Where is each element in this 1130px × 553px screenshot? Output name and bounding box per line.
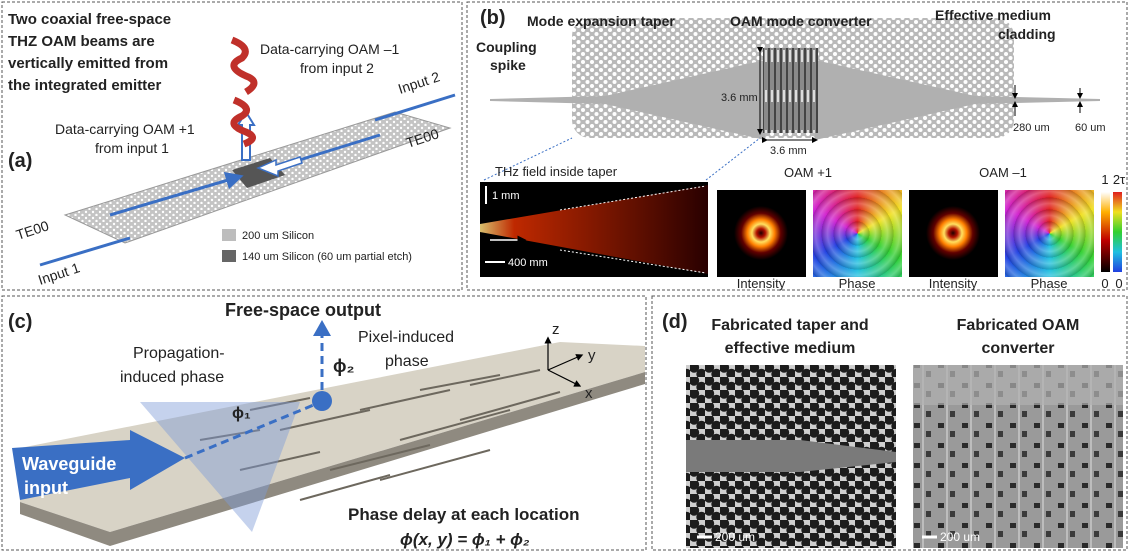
input1-line <box>40 238 130 265</box>
panel-label: (b) <box>480 7 506 29</box>
scale-label: 1 mm <box>492 190 520 202</box>
mode-title: OAM +1 <box>784 165 832 180</box>
annotation: input <box>24 478 68 498</box>
axis-label: x <box>585 385 593 402</box>
annotation: Propagation- <box>133 345 225 362</box>
pixel-point <box>312 391 332 411</box>
annotation: Coupling <box>476 39 537 55</box>
dimension-label: 280 um <box>1013 122 1050 134</box>
image-label: Intensity <box>929 276 978 291</box>
scale-label: 200 um <box>715 530 755 544</box>
annotation: cladding <box>998 26 1056 42</box>
annotation: spike <box>490 57 526 73</box>
sem-edge <box>913 365 1123 405</box>
equation: ϕ(x, y) = ϕ₁ + ϕ₂ <box>400 530 530 549</box>
colorbar-label: 0 <box>1101 276 1108 291</box>
intensity-ring <box>917 197 989 269</box>
legend-label: 140 um Silicon (60 um partial etch) <box>242 251 412 263</box>
panel-label: (c) <box>8 311 32 333</box>
annotation: from input 1 <box>95 140 169 156</box>
image-title: Fabricated taper and <box>711 317 868 334</box>
panel-c: (c) Free-space output Pixel-induced phas… <box>8 300 645 549</box>
symbol: ϕ₂ <box>333 356 355 376</box>
legend-swatch <box>222 229 236 241</box>
mode-title: OAM –1 <box>979 165 1027 180</box>
converter <box>763 48 818 133</box>
headline: THZ OAM beams are <box>8 33 155 50</box>
image-label: Phase <box>839 276 876 291</box>
image-title: effective medium <box>725 340 856 357</box>
headline: the integrated emitter <box>8 77 162 94</box>
zoom-line <box>706 138 760 180</box>
colorbar <box>1113 192 1122 272</box>
headline: Two coaxial free-space <box>8 11 171 28</box>
dimension-label: 3.6 mm <box>721 92 758 104</box>
emission-arrowhead <box>313 320 331 336</box>
annotation: Mode expansion taper <box>527 13 675 29</box>
scale-label: 400 mm <box>508 257 548 269</box>
image-label: Phase <box>1031 276 1068 291</box>
annotation: Data-carrying OAM +1 <box>55 121 195 137</box>
intensity-ring <box>725 197 797 269</box>
annotation: induced phase <box>120 369 224 386</box>
phase-image <box>813 190 902 277</box>
page: { "panel_a": { "label": "(a)", "headline… <box>0 0 1130 553</box>
axis-label: z <box>552 321 560 338</box>
panel-a: Two coaxial free-space THZ OAM beams are… <box>8 11 455 288</box>
colorbar-label: 2τ <box>1113 172 1126 187</box>
input2-line <box>375 95 455 120</box>
image-label: Intensity <box>737 276 786 291</box>
image-title: converter <box>982 340 1055 357</box>
colorbar-label: 1 <box>1101 172 1108 187</box>
panel-label: (a) <box>8 150 32 172</box>
image-title: Fabricated OAM <box>957 317 1080 334</box>
figure: Two coaxial free-space THZ OAM beams are… <box>0 0 1130 553</box>
dimension-label: 60 um <box>1075 122 1106 134</box>
annotation: Waveguide <box>22 454 116 474</box>
annotation: Phase delay at each location <box>348 505 579 524</box>
colorbar <box>1101 192 1110 272</box>
symbol: ϕ₁ <box>232 405 251 422</box>
input-label: Input 2 <box>396 68 442 97</box>
image-title: THz field inside taper <box>495 164 618 179</box>
headline: vertically emitted from <box>8 55 168 72</box>
legend-label: 200 um Silicon <box>242 230 314 242</box>
annotation: Pixel-induced <box>358 329 454 346</box>
scale-label: 200 um <box>940 530 980 544</box>
annotation: Free-space output <box>225 300 381 320</box>
panel-label: (d) <box>662 311 688 333</box>
mode-label: TE00 <box>14 217 51 243</box>
dimension-label: 3.6 mm <box>770 145 807 157</box>
annotation: Data-carrying OAM –1 <box>260 41 399 57</box>
panel-d: (d) Fabricated taper and effective mediu… <box>662 311 1123 548</box>
annotation: OAM mode converter <box>730 13 872 29</box>
axis-label: y <box>588 347 596 364</box>
legend-swatch <box>222 250 236 262</box>
annotation: phase <box>385 353 429 370</box>
annotation: from input 2 <box>300 60 374 76</box>
annotation: Effective medium <box>935 7 1051 23</box>
phase-image <box>1005 190 1094 277</box>
colorbar-label: 0 <box>1115 276 1122 291</box>
